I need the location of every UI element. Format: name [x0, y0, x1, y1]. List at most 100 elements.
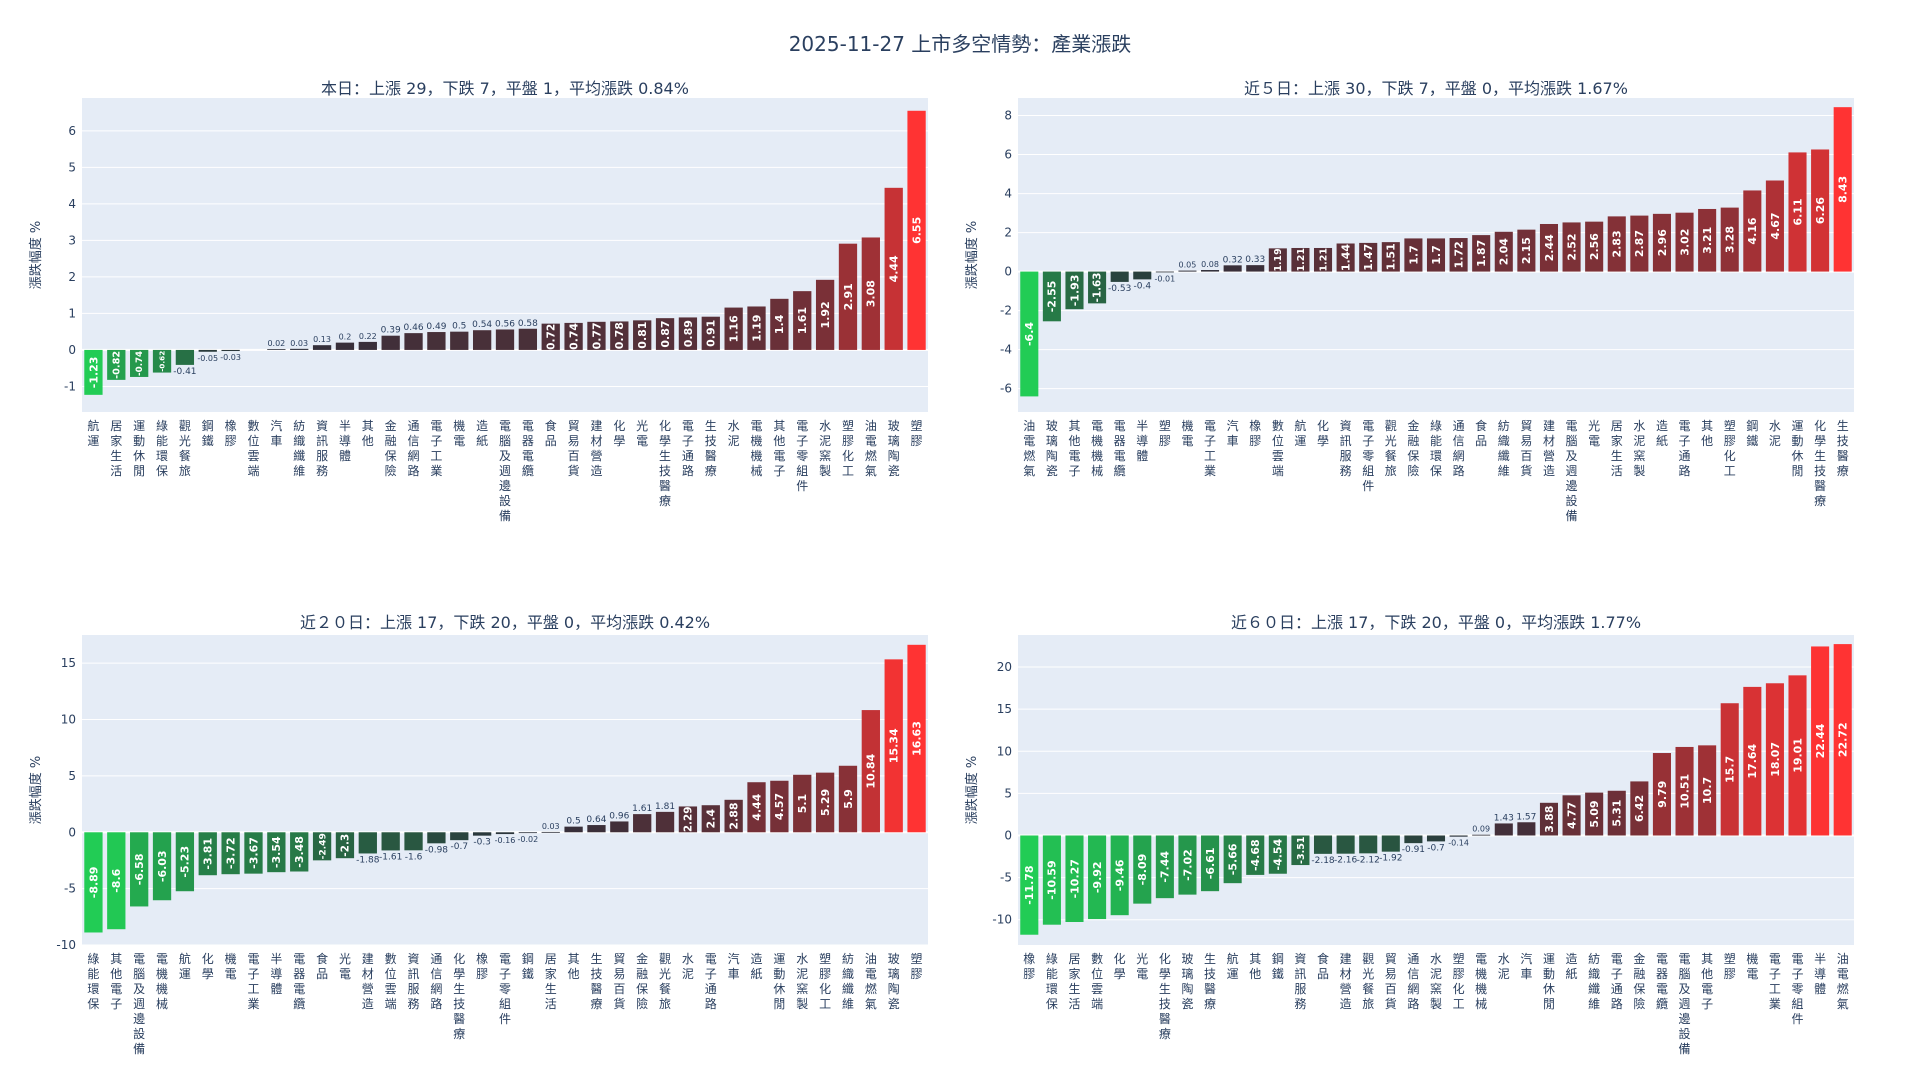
bar [1404, 835, 1423, 844]
bar [495, 329, 515, 350]
bar-value-label: 8.43 [1837, 176, 1850, 203]
bar-value-label: 1.47 [1362, 244, 1375, 271]
bar [1065, 271, 1084, 310]
bar-value-label: -1.88 [356, 855, 380, 865]
bar [1359, 242, 1378, 272]
bar-value-label: 3.88 [1543, 806, 1556, 833]
bar [130, 349, 149, 377]
x-tick-label: 鋼鐵 [202, 419, 214, 448]
bar [884, 187, 903, 350]
x-tick-label: 電腦及週邊設備 [133, 952, 145, 1056]
chart-title: 近６０日：上漲 17，下跌 20，平盤 0，平均漲跌 1.77% [1231, 613, 1641, 632]
bar [1178, 270, 1197, 272]
bar-value-label: 2.15 [1520, 237, 1533, 264]
bar [564, 322, 583, 350]
bar-value-label: -1.6 [405, 852, 423, 862]
x-tick-label: 玻璃陶瓷 [1181, 952, 1193, 1011]
bar [472, 832, 492, 836]
bar [1088, 835, 1107, 920]
bar [1042, 271, 1061, 322]
x-tick-label: 紡織纖維 [842, 951, 854, 1011]
bar [84, 349, 103, 395]
bar-value-label: 0.03 [542, 822, 560, 831]
x-tick-label: 其他 [1249, 952, 1261, 981]
bar [1607, 790, 1626, 836]
x-tick-label: 運動休閒 [1792, 419, 1804, 478]
bar-value-label: 0.08 [1201, 260, 1219, 269]
bar-value-label: 6.42 [1633, 795, 1646, 822]
bar-value-label: 15.7 [1724, 756, 1737, 783]
bar [564, 826, 583, 833]
bar [1313, 247, 1333, 272]
x-tick-label: 機電 [1746, 951, 1758, 981]
bar-value-label: 1.4 [773, 314, 786, 334]
x-tick-label: 數位雲端 [385, 952, 397, 1011]
bar-value-label: 0.22 [359, 332, 377, 341]
y-tick-label: 0 [68, 343, 76, 357]
bar-value-label: 2.4 [705, 809, 718, 829]
bar [884, 659, 903, 833]
x-tick-label: 電機機械 [1475, 952, 1487, 1011]
bar-value-label: -3.67 [247, 837, 260, 869]
bar [1652, 213, 1671, 272]
x-tick-label: 貿易百貨 [1385, 952, 1397, 1011]
y-tick-label: 2 [68, 270, 76, 284]
x-tick-label: 航運 [1294, 418, 1306, 448]
bar [1291, 835, 1310, 866]
x-tick-label: 塑膠 [1159, 418, 1171, 448]
bar [1336, 243, 1355, 272]
bar-value-label: -9.46 [1114, 859, 1127, 891]
bar [1765, 683, 1784, 836]
x-tick-label: 運動休閒 [1543, 952, 1555, 1011]
x-tick-label: 電子工業 [247, 952, 259, 1011]
bar-value-label: 2.44 [1543, 234, 1556, 261]
bar [290, 832, 309, 872]
bar [633, 320, 652, 350]
x-tick-label: 電器電纜 [522, 419, 534, 478]
bar [1833, 107, 1852, 272]
bar-value-label: -2.49 [318, 833, 328, 859]
bar-value-label: -7.02 [1181, 849, 1194, 881]
bar [838, 243, 858, 350]
x-tick-label: 紡織纖維 [293, 418, 305, 478]
bar [427, 332, 446, 350]
x-tick-label: 電子通路 [1611, 952, 1623, 1011]
x-tick-label: 機電 [225, 951, 237, 981]
page-title: 2025-11-27 上市多空情勢：產業漲跌 [788, 32, 1132, 56]
bar-value-label: -3.81 [202, 838, 215, 870]
chart-title: 近５日：上漲 30，下跌 7，平盤 0，平均漲跌 1.67% [1244, 79, 1628, 98]
bar [1155, 835, 1174, 899]
x-tick-label: 生技醫療 [1837, 419, 1849, 478]
bar [381, 335, 400, 350]
y-tick-label: 20 [997, 660, 1012, 674]
x-tick-label: 電子工業 [1769, 952, 1781, 1011]
y-tick-label: 15 [997, 702, 1012, 716]
bar [84, 832, 103, 933]
bar [770, 298, 789, 350]
bar-value-label: 1.43 [1494, 813, 1514, 823]
bar-value-label: 0.91 [705, 320, 718, 347]
x-tick-label: 資訊服務 [316, 419, 328, 478]
bar-value-label: 2.56 [1588, 233, 1601, 260]
chart-panel-2: 近５日：上漲 30，下跌 7，平盤 0，平均漲跌 1.67% -6 -4 -2 0 2 4 6… [964, 79, 1854, 523]
bar [655, 811, 675, 833]
x-tick-label: 其他 [362, 419, 374, 448]
y-tick-label: -10 [56, 938, 76, 952]
bar [381, 832, 400, 851]
x-tick-label: 運動休閒 [133, 419, 145, 478]
x-tick-label: 造紙 [476, 419, 488, 448]
bar-value-label: 1.44 [1339, 244, 1352, 271]
x-tick-label: 油電燃氣 [865, 419, 877, 478]
x-tick-label: 塑膠化工 [842, 418, 854, 478]
bar [1020, 271, 1039, 397]
bar-value-label: 1.21 [1318, 248, 1329, 271]
y-tick-label: -1 [64, 379, 76, 393]
x-tick-label: 貿易百貨 [568, 419, 580, 478]
x-tick-label: 其他電子 [1701, 952, 1713, 1011]
x-tick-label: 玻璃陶瓷 [888, 952, 900, 1011]
x-tick-label: 建材營造 [1340, 952, 1352, 1011]
bar [861, 237, 880, 350]
bar-value-label: 4.44 [750, 793, 763, 820]
chart-panel-3: 近２０日：上漲 17，下跌 20，平盤 0，平均漲跌 0.42% -10 -5 0 5 1… [28, 613, 928, 1056]
